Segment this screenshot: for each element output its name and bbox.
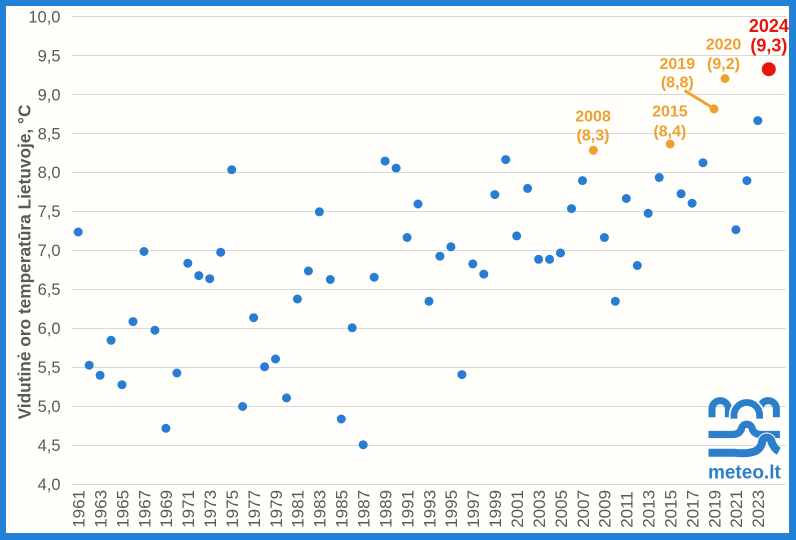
svg-text:2015: 2015 [661, 490, 680, 528]
svg-text:2001: 2001 [508, 490, 527, 528]
svg-text:1969: 1969 [157, 490, 176, 528]
svg-text:4,0: 4,0 [38, 476, 61, 494]
svg-text:(9,3): (9,3) [750, 35, 787, 55]
svg-text:5,0: 5,0 [38, 398, 61, 416]
svg-text:1993: 1993 [420, 490, 439, 528]
svg-text:(9,2): (9,2) [707, 56, 740, 73]
svg-text:2019: 2019 [705, 490, 724, 528]
svg-text:1975: 1975 [223, 490, 242, 528]
svg-text:1987: 1987 [355, 490, 374, 528]
svg-text:1995: 1995 [442, 490, 461, 528]
svg-text:8,5: 8,5 [38, 125, 61, 143]
svg-text:1991: 1991 [398, 490, 417, 528]
svg-text:7,5: 7,5 [38, 203, 61, 221]
svg-text:1983: 1983 [311, 490, 330, 528]
svg-text:meteo.lt: meteo.lt [708, 463, 782, 484]
svg-text:6,5: 6,5 [38, 281, 61, 299]
svg-text:(8,8): (8,8) [661, 75, 694, 92]
svg-text:9,5: 9,5 [38, 47, 61, 65]
svg-text:2008: 2008 [575, 108, 611, 125]
svg-text:2024: 2024 [749, 16, 789, 36]
svg-text:8,0: 8,0 [38, 164, 61, 182]
svg-text:2007: 2007 [574, 490, 593, 528]
svg-text:2017: 2017 [683, 490, 702, 528]
svg-text:9,0: 9,0 [38, 86, 61, 104]
svg-text:Vidutinė oro temperatūra Lietu: Vidutinė oro temperatūra Lietuvoje, °C [15, 105, 35, 420]
svg-text:6,0: 6,0 [38, 320, 61, 338]
svg-text:2021: 2021 [727, 490, 746, 528]
svg-text:5,5: 5,5 [38, 359, 61, 377]
svg-text:1997: 1997 [464, 490, 483, 528]
svg-text:1965: 1965 [113, 490, 132, 528]
svg-text:4,5: 4,5 [38, 437, 61, 455]
svg-text:2005: 2005 [552, 490, 571, 528]
svg-text:2009: 2009 [596, 490, 615, 528]
svg-text:2019: 2019 [660, 56, 696, 73]
svg-text:2011: 2011 [618, 491, 637, 528]
svg-text:1979: 1979 [267, 490, 286, 528]
svg-text:(8,4): (8,4) [653, 123, 686, 140]
svg-text:1971: 1971 [179, 490, 198, 528]
svg-text:1999: 1999 [486, 490, 505, 528]
svg-text:1967: 1967 [135, 490, 154, 528]
svg-text:1989: 1989 [376, 490, 395, 528]
svg-text:2015: 2015 [652, 104, 688, 121]
svg-text:10,0: 10,0 [28, 8, 60, 26]
svg-text:(8,3): (8,3) [577, 127, 610, 144]
svg-text:2003: 2003 [530, 490, 549, 528]
svg-text:1973: 1973 [201, 490, 220, 528]
svg-text:1961: 1961 [70, 490, 89, 528]
svg-text:2020: 2020 [706, 36, 742, 53]
svg-text:1985: 1985 [333, 490, 352, 528]
svg-text:2013: 2013 [640, 490, 659, 528]
svg-text:2023: 2023 [749, 490, 768, 528]
svg-text:1981: 1981 [289, 490, 308, 528]
svg-text:1963: 1963 [91, 490, 110, 528]
svg-text:1977: 1977 [245, 490, 264, 528]
svg-text:7,0: 7,0 [38, 242, 61, 260]
